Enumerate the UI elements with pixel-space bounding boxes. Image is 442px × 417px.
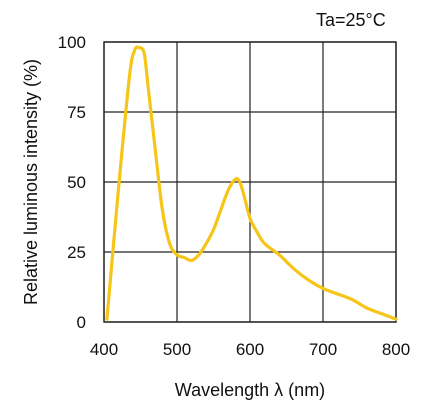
y-tick-labels: 0 25 50 75 100 (58, 33, 86, 332)
y-axis-label: Relative luminous intensity (%) (21, 59, 41, 305)
y-tick-label-75: 75 (67, 103, 86, 122)
temperature-annotation: Ta=25°C (316, 10, 386, 30)
series-line-0 (105, 45, 398, 321)
x-tick-label-600: 600 (236, 340, 264, 359)
y-tick-label-25: 25 (67, 243, 86, 262)
y-tick-label-50: 50 (67, 173, 86, 192)
x-axis-label: Wavelength λ (nm) (175, 380, 325, 400)
plot-frame (103, 41, 397, 323)
y-tick-label-100: 100 (58, 33, 86, 52)
plot-border (103, 41, 397, 323)
x-tick-label-400: 400 (90, 340, 118, 359)
x-tick-label-500: 500 (163, 340, 191, 359)
x-tick-label-700: 700 (309, 340, 337, 359)
x-tick-label-800: 800 (382, 340, 410, 359)
y-tick-label-0: 0 (77, 313, 86, 332)
series-layer (105, 45, 398, 321)
x-tick-labels: 400 500 600 700 800 (90, 340, 410, 359)
